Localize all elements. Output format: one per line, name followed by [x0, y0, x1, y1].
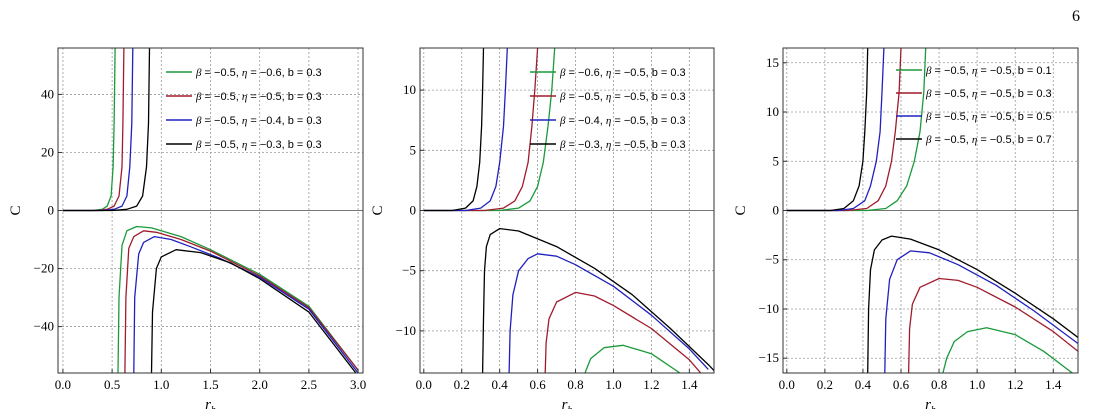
y-tick-label: −10	[759, 301, 779, 316]
series-4-upper-branch	[786, 48, 869, 212]
legend-label-3: β = −0.5, η = −0.5, b = 0.5	[925, 111, 1052, 123]
x-tick-label: 0.0	[779, 377, 795, 392]
page-number: 6	[1072, 8, 1080, 25]
series-4-upper-branch	[62, 48, 151, 212]
series-3-lower-branch	[884, 250, 1078, 373]
y-tick-label: 5	[410, 142, 417, 157]
series-4-lower-branch	[481, 227, 714, 373]
y-tick-label: 20	[41, 144, 54, 159]
legend-label-3: β = −0.5, η = −0.4, b = 0.3	[195, 115, 322, 127]
series-2-upper-branch	[423, 48, 539, 212]
series-4-lower-branch	[867, 235, 1078, 373]
series-4-lower-branch	[150, 249, 357, 373]
series-2-lower-branch	[124, 230, 359, 373]
series-3-lower-branch	[508, 253, 709, 373]
y-tick-label: 5	[773, 153, 780, 168]
y-tick-label: 0	[48, 203, 55, 218]
y-tick-label: −40	[34, 319, 54, 334]
legend-label-1: β = −0.6, η = −0.5, b = 0.3	[559, 67, 686, 79]
x-tick-label: 0.6	[529, 377, 546, 392]
y-tick-label: −10	[396, 323, 416, 338]
x-tick-label: 0.2	[454, 377, 470, 392]
y-tick-label: 0	[773, 203, 780, 218]
x-tick-label: 0.2	[817, 377, 833, 392]
y-tick-label: 40	[41, 86, 54, 101]
legend-label-4: β = −0.3, η = −0.5, b = 0.3	[559, 139, 686, 151]
x-tick-label: 1.2	[1007, 377, 1023, 392]
y-tick-label: 0	[410, 203, 417, 218]
y-tick-label: −15	[759, 350, 779, 365]
x-tick-label: 2.5	[301, 377, 317, 392]
chart-panel-1: 0.0 0.5 1.0 1.5 2.0 2.5 3.0 −40 −20 0 20 40 rh Cβ = −…	[8, 47, 366, 409]
legend-label-1: β = −0.5, η = −0.5, b = 0.1	[925, 65, 1052, 77]
x-axis-title: rh	[925, 397, 936, 409]
x-tick-label: 1.0	[605, 377, 621, 392]
series-1-lower-branch	[942, 327, 1073, 373]
x-tick-label: 0.4	[492, 377, 509, 392]
chart-panel-2: 0.0 0.2 0.4 0.6 0.8 1.0 1.2 1.4 −10 −5 0 5 10 rh Cβ = …	[370, 47, 715, 409]
x-tick-label: 0.5	[104, 377, 120, 392]
x-axis-title: rh	[205, 397, 216, 409]
legend-label-4: β = −0.5, η = −0.3, b = 0.3	[195, 139, 322, 151]
y-tick-label: −5	[402, 263, 416, 278]
x-axis-title: rh	[562, 397, 573, 409]
x-tick-label: 1.4	[681, 377, 698, 392]
legend-label-2: β = −0.5, η = −0.5, b = 0.3	[195, 91, 322, 103]
x-tick-label: 1.0	[153, 377, 169, 392]
x-tick-label: 0.6	[893, 377, 910, 392]
y-axis-title: C	[8, 205, 24, 215]
series-3-upper-branch	[786, 48, 885, 212]
x-tick-label: 0.8	[931, 377, 947, 392]
y-tick-label: 10	[403, 82, 416, 97]
x-tick-label: 1.0	[969, 377, 985, 392]
y-tick-label: 15	[766, 55, 779, 70]
series-2-lower-branch	[544, 291, 702, 373]
y-axis-title: C	[733, 205, 749, 215]
legend-label-2: β = −0.5, η = −0.5, b = 0.3	[925, 88, 1052, 100]
series-4-upper-branch	[423, 48, 485, 212]
x-tick-label: 0.8	[567, 377, 583, 392]
y-tick-label: −20	[34, 261, 54, 276]
x-tick-label: 0.0	[55, 377, 71, 392]
legend-label-3: β = −0.4, η = −0.5, b = 0.3	[559, 115, 686, 127]
legend-label-2: β = −0.5, η = −0.5, b = 0.3	[559, 91, 686, 103]
y-tick-label: −5	[765, 252, 779, 267]
x-tick-label: 1.4	[1045, 377, 1062, 392]
series-1-lower-branch	[584, 344, 681, 373]
series-3-upper-branch	[423, 48, 508, 212]
series-1-lower-branch	[117, 225, 359, 373]
series-2-upper-branch	[786, 48, 902, 212]
legend-label-4: β = −0.5, η = −0.5, b = 0.7	[925, 134, 1052, 146]
series-1-upper-branch	[423, 48, 556, 212]
legend-label-1: β = −0.5, η = −0.6, b = 0.3	[195, 67, 322, 79]
y-tick-label: 10	[766, 104, 779, 119]
x-tick-label: 1.5	[202, 377, 218, 392]
x-tick-label: 0.0	[416, 377, 432, 392]
x-tick-label: 2.0	[252, 377, 268, 392]
series-2-lower-branch	[907, 277, 1078, 373]
series-1-upper-branch	[62, 48, 116, 212]
x-tick-label: 3.0	[350, 377, 366, 392]
x-tick-label: 0.4	[855, 377, 872, 392]
series-1-upper-branch	[786, 48, 927, 212]
series-3-lower-branch	[133, 235, 359, 373]
y-axis-title: C	[370, 205, 386, 215]
x-tick-label: 1.2	[643, 377, 659, 392]
chart-panel-3: 0.0 0.2 0.4 0.6 0.8 1.0 1.2 1.4 −15 −10 −5 0 5 10 15 rh…	[733, 47, 1079, 409]
